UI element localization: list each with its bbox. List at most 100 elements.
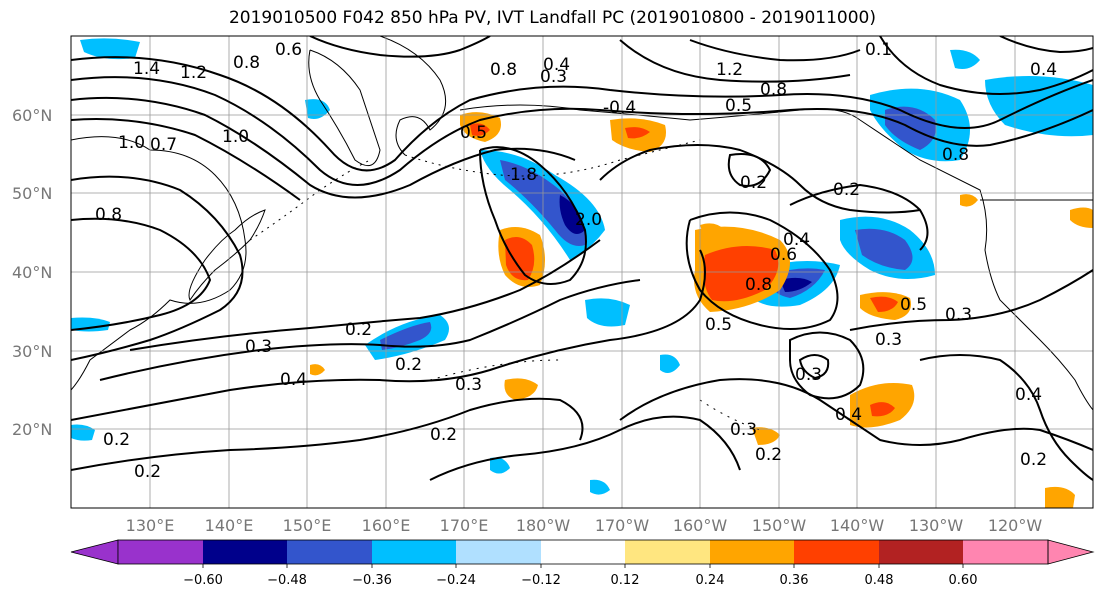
contour-label: 0.2: [755, 445, 782, 465]
colorbar-segment: [541, 540, 625, 564]
contour-label: -0.4: [603, 98, 636, 118]
contour-label: 0.4: [783, 230, 810, 250]
contour-label: 0.3: [795, 365, 822, 385]
pv-contour: [429, 415, 741, 481]
pv-contour: [71, 96, 576, 199]
colorbar-extend-max: [1047, 539, 1095, 565]
pv-contour: [689, 39, 861, 62]
contour-label: 2.0: [575, 210, 602, 230]
contour-label: 0.3: [945, 305, 972, 325]
lon-label: 160°W: [673, 516, 728, 535]
shade-negative: [305, 99, 330, 119]
contour-label: 0.7: [150, 135, 177, 155]
map-frame: [70, 35, 1094, 509]
contour-label: 0.1: [865, 40, 892, 60]
colorbar-tick-label: −0.12: [521, 573, 561, 588]
colorbar-tick-label: −0.24: [436, 573, 476, 588]
shade-positive: [1045, 486, 1075, 508]
contour-label: 0.3: [455, 375, 482, 395]
shade-positive-strong: [470, 123, 490, 136]
contour-label: 1.4: [133, 59, 160, 79]
pv-contour: [619, 378, 1093, 451]
pv-contour: [685, 211, 839, 330]
pv-contour: [309, 36, 491, 58]
pv-contour: [71, 76, 1093, 186]
colorbar-tick-label: 0.12: [611, 573, 640, 588]
shade-negative-strong: [855, 228, 913, 270]
contour-label: 1.2: [716, 60, 743, 80]
colorbar-segment: [879, 540, 963, 564]
shade-positive: [752, 427, 780, 445]
contour-label: 1.2: [180, 63, 207, 83]
lat-label: 40°N: [12, 263, 52, 282]
pv-contour: [999, 36, 1093, 54]
pv-contour: [71, 118, 301, 201]
pv-contour: [71, 217, 212, 331]
contour-label: 0.3: [540, 67, 567, 87]
coastline-asia: [71, 136, 247, 391]
pv-contour: [99, 279, 641, 381]
colorbar-tick-label: −0.48: [267, 573, 307, 588]
colorbar-segment: [287, 540, 372, 564]
lon-label: 140°E: [205, 516, 254, 535]
lon-label: 130°W: [909, 516, 964, 535]
lat-label: 20°N: [12, 420, 52, 439]
contour-label: 0.8: [760, 80, 787, 100]
pv-contour: [71, 249, 706, 421]
coastline-na-west: [859, 119, 1093, 411]
lon-label: 150°W: [752, 516, 807, 535]
pv-contour: [849, 269, 1093, 331]
contour-label: 0.8: [942, 145, 969, 165]
colorbar-outline: [117, 539, 1049, 565]
contour-labels: 1.4 1.2 1.0 0.7 0.8 0.6 0.4 0.3 0.8 1.2 …: [95, 40, 1057, 482]
contour-label: 1.8: [510, 165, 537, 185]
colorbar-segment: [372, 540, 456, 564]
longitude-labels: 130°E 140°E 150°E 160°E 170°E 180°W 170°…: [126, 516, 1043, 535]
contour-label: 0.2: [833, 180, 860, 200]
shade-negative: [660, 354, 680, 374]
pv-contour: [798, 354, 830, 380]
latitude-labels: 60°N 50°N 40°N 30°N 20°N: [12, 106, 52, 439]
shade-negative: [590, 479, 610, 495]
contour-label: 0.5: [725, 96, 752, 116]
pv-contour: [789, 183, 929, 251]
contour-label: 0.2: [103, 430, 130, 450]
shade-negative: [585, 298, 630, 327]
lon-label: 170°E: [440, 516, 489, 535]
pv-contour: [789, 331, 865, 400]
contour-label: 0.3: [245, 337, 272, 357]
contour-label: 0.3: [730, 420, 757, 440]
shade-negative-strong: [780, 277, 812, 292]
lon-label: 180°W: [516, 516, 571, 535]
shade-negative: [490, 457, 510, 474]
contour-layer: [71, 36, 1093, 481]
shade-positive: [504, 378, 538, 400]
shade-negative: [71, 424, 95, 441]
lon-label: 150°E: [283, 516, 332, 535]
contour-label: 0.8: [95, 205, 122, 225]
colorbar-tick-label: 0.24: [696, 573, 725, 588]
shade-positive-strong: [870, 402, 895, 417]
colorbar-extend-min: [70, 539, 119, 565]
pv-contour: [599, 144, 921, 214]
colorbar-segment: [456, 540, 541, 564]
contour-label: 0.2: [345, 320, 372, 340]
pv-contour: [619, 39, 851, 83]
contour-label: 0.2: [134, 462, 161, 482]
graticule: [71, 36, 1093, 508]
shade-negative-strong: [559, 195, 585, 234]
colorbar-tick-label: 0.48: [865, 573, 894, 588]
shade-positive-strong: [870, 296, 898, 312]
contour-label: 0.4: [835, 405, 862, 425]
colorbar-segment: [963, 540, 1048, 564]
contour-label: 0.4: [1015, 385, 1042, 405]
shade-positive: [310, 364, 325, 376]
contour-label: 0.3: [875, 330, 902, 350]
shade-positive: [960, 194, 978, 207]
colorbar-segment: [118, 540, 203, 564]
shade-negative-strong: [380, 322, 432, 350]
shade-positive-strong: [505, 236, 535, 281]
colorbar-ticks: [202, 564, 964, 568]
contour-label: 1.0: [118, 133, 145, 153]
